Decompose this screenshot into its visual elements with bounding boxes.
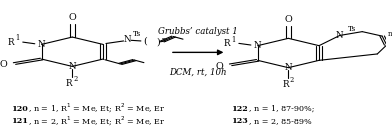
Text: 1: 1 — [15, 34, 19, 42]
Text: , n = 1, 87-90%;: , n = 1, 87-90%; — [249, 105, 314, 112]
Text: 123: 123 — [232, 117, 249, 125]
Text: 2: 2 — [290, 76, 294, 84]
Text: Grubbs’ catalyst 1: Grubbs’ catalyst 1 — [158, 27, 238, 36]
Text: , n = 1, R$^1$ = Me, Et; R$^2$ = Me, Er: , n = 1, R$^1$ = Me, Et; R$^2$ = Me, Er — [28, 102, 166, 115]
Text: 120: 120 — [12, 105, 29, 112]
Text: N: N — [335, 31, 343, 40]
Text: , n = 2, 85-89%: , n = 2, 85-89% — [249, 117, 312, 125]
Text: R: R — [223, 39, 230, 48]
Text: n: n — [387, 30, 392, 38]
Text: DCM, rt, 10h: DCM, rt, 10h — [169, 68, 227, 77]
Text: Ts: Ts — [132, 30, 141, 38]
Text: ): ) — [157, 38, 160, 47]
Text: O: O — [68, 13, 76, 22]
Text: N: N — [254, 41, 261, 50]
Text: 122: 122 — [232, 105, 249, 112]
Text: N: N — [123, 35, 131, 44]
Text: N: N — [38, 40, 45, 49]
Text: 2: 2 — [74, 75, 78, 83]
Text: R: R — [7, 38, 14, 47]
Text: R: R — [282, 80, 289, 89]
Text: , n = 2, R$^1$ = Me, Et; R$^2$ = Me, Er: , n = 2, R$^1$ = Me, Et; R$^2$ = Me, Er — [28, 115, 166, 128]
Text: O: O — [216, 62, 223, 71]
Text: 1: 1 — [231, 36, 235, 44]
Text: O: O — [285, 15, 292, 24]
Text: O: O — [0, 60, 7, 69]
Text: (: ( — [143, 36, 147, 46]
Text: N: N — [69, 62, 76, 71]
Text: Ts: Ts — [348, 25, 356, 33]
Text: 121: 121 — [12, 117, 29, 125]
Text: N: N — [285, 63, 292, 72]
Text: n: n — [162, 36, 166, 44]
Text: R: R — [66, 79, 73, 88]
